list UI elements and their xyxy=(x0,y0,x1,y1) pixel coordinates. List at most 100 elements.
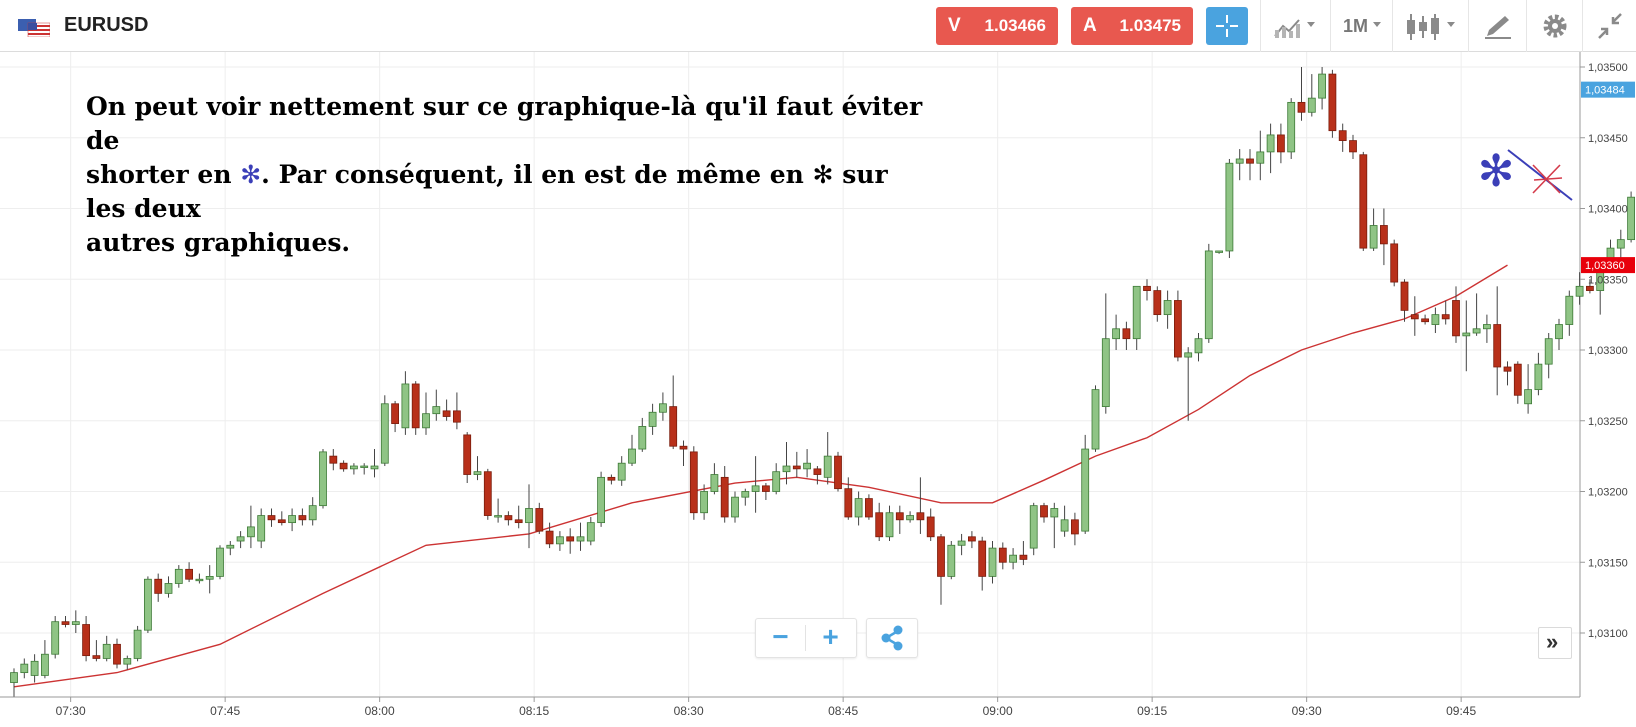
bullish-candle xyxy=(1101,293,1110,414)
candle-body xyxy=(916,512,925,521)
candle-body xyxy=(1132,285,1141,340)
zoom-out-button[interactable]: − xyxy=(772,621,789,652)
candle-body xyxy=(875,512,884,538)
candle-body xyxy=(1493,324,1502,368)
bearish-candle xyxy=(1246,149,1254,181)
y-tick-label: 1,03250 xyxy=(1588,416,1628,428)
bearish-candle xyxy=(566,528,575,554)
bullish-candle xyxy=(947,541,956,580)
bearish-candle xyxy=(1493,286,1502,396)
candle-body xyxy=(1143,285,1151,291)
bullish-candle xyxy=(617,456,626,486)
collapse-button[interactable] xyxy=(1582,0,1636,52)
candle-body xyxy=(1029,505,1038,549)
candle-body xyxy=(452,410,461,423)
bullish-candle xyxy=(10,668,18,697)
candle-body xyxy=(10,672,18,683)
sell-price: 1.03466 xyxy=(984,16,1046,35)
candle-body xyxy=(1101,338,1110,407)
bearish-candle xyxy=(1277,123,1285,164)
bullish-candle xyxy=(1194,333,1203,362)
candle-body xyxy=(1616,239,1625,249)
bullish-candle xyxy=(1431,307,1440,334)
candle-body xyxy=(1019,554,1028,560)
timeframe-label: 1M xyxy=(1343,16,1369,36)
candle-body xyxy=(133,629,142,659)
price-tag-background xyxy=(1581,257,1635,274)
candle-body xyxy=(689,451,698,514)
zoom-in-button[interactable]: + xyxy=(822,621,839,652)
candle-body xyxy=(1544,338,1553,365)
eur-usd-flag-icon xyxy=(18,19,50,37)
bearish-candle xyxy=(875,502,884,542)
candle-body xyxy=(659,403,667,413)
candle-body xyxy=(154,578,163,594)
candle-body xyxy=(586,522,595,542)
candle-body xyxy=(535,508,544,532)
candle-body xyxy=(1575,285,1584,297)
bullish-candle xyxy=(597,471,605,527)
candle-body xyxy=(41,653,49,676)
bullish-candle xyxy=(195,573,204,584)
bullish-candle xyxy=(731,491,739,523)
timeframe-selector[interactable]: 1M xyxy=(1330,0,1392,52)
candlestick-icon xyxy=(1407,14,1455,40)
candle-body xyxy=(71,621,80,625)
candle-body xyxy=(216,547,224,577)
bearish-candle xyxy=(720,466,729,523)
candle-body xyxy=(483,471,492,516)
candle-body xyxy=(473,471,482,475)
bullish-candle xyxy=(380,395,389,467)
candle-body xyxy=(854,498,863,518)
y-tick-label: 1,03100 xyxy=(1588,628,1628,640)
candle-body xyxy=(349,465,358,470)
y-tick-label: 1,03300 xyxy=(1588,345,1628,357)
bullish-candle xyxy=(1627,191,1635,243)
bullish-candle xyxy=(1184,347,1193,421)
sell-button[interactable]: V 1.03466 xyxy=(936,7,1058,45)
candle-body xyxy=(143,578,152,631)
candle-body xyxy=(319,451,327,507)
candle-body xyxy=(1235,158,1244,164)
candle-body xyxy=(246,526,255,538)
drawing-tools-button[interactable] xyxy=(1468,0,1526,52)
candle-body xyxy=(597,476,605,524)
candle-body xyxy=(1050,508,1059,518)
buy-button[interactable]: A 1.03475 xyxy=(1071,7,1193,45)
price-chart[interactable]: 1,03500 1,03450 1,03400 1,03350 1,03300 1,032… xyxy=(0,52,1636,727)
share-button[interactable] xyxy=(866,618,918,658)
bullish-candle xyxy=(1163,290,1172,329)
bearish-candle xyxy=(762,483,770,500)
candle-body xyxy=(1359,154,1368,249)
candle-body xyxy=(772,471,781,492)
crosshair-button[interactable] xyxy=(1206,7,1248,45)
blue-star-icon: ✻ xyxy=(240,160,262,189)
bearish-candle xyxy=(968,531,976,549)
bearish-candle xyxy=(1040,502,1048,523)
candle-body xyxy=(226,544,235,549)
candle-body xyxy=(751,485,760,492)
candle-body xyxy=(370,465,379,470)
bearish-candle xyxy=(545,522,554,549)
candle-body xyxy=(1534,363,1543,391)
candle-body xyxy=(545,530,554,545)
bullish-candle xyxy=(1225,158,1234,259)
bullish-candle xyxy=(205,565,214,594)
chart-type-button[interactable] xyxy=(1392,0,1468,52)
candle-body xyxy=(1627,196,1635,241)
y-tick-label: 1,03400 xyxy=(1588,204,1628,216)
candle-body xyxy=(1369,225,1378,249)
bullish-candle xyxy=(257,508,266,549)
candle-body xyxy=(51,621,60,655)
settings-button[interactable] xyxy=(1526,0,1582,52)
candle-body xyxy=(1586,285,1594,291)
candle-body xyxy=(679,445,688,450)
bearish-candle xyxy=(607,474,616,485)
candle-body xyxy=(947,544,956,577)
bullish-candle xyxy=(1132,285,1141,350)
bearish-candle xyxy=(442,399,451,421)
indicators-button[interactable] xyxy=(1260,0,1330,52)
bearish-candle xyxy=(1297,67,1306,121)
scroll-forward-button[interactable]: » xyxy=(1538,627,1572,659)
x-tick-label: 07:30 xyxy=(56,704,86,718)
